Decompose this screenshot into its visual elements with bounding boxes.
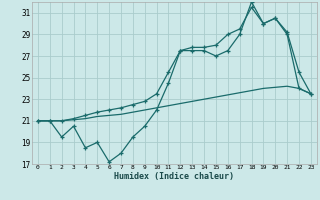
X-axis label: Humidex (Indice chaleur): Humidex (Indice chaleur) [115, 172, 234, 181]
